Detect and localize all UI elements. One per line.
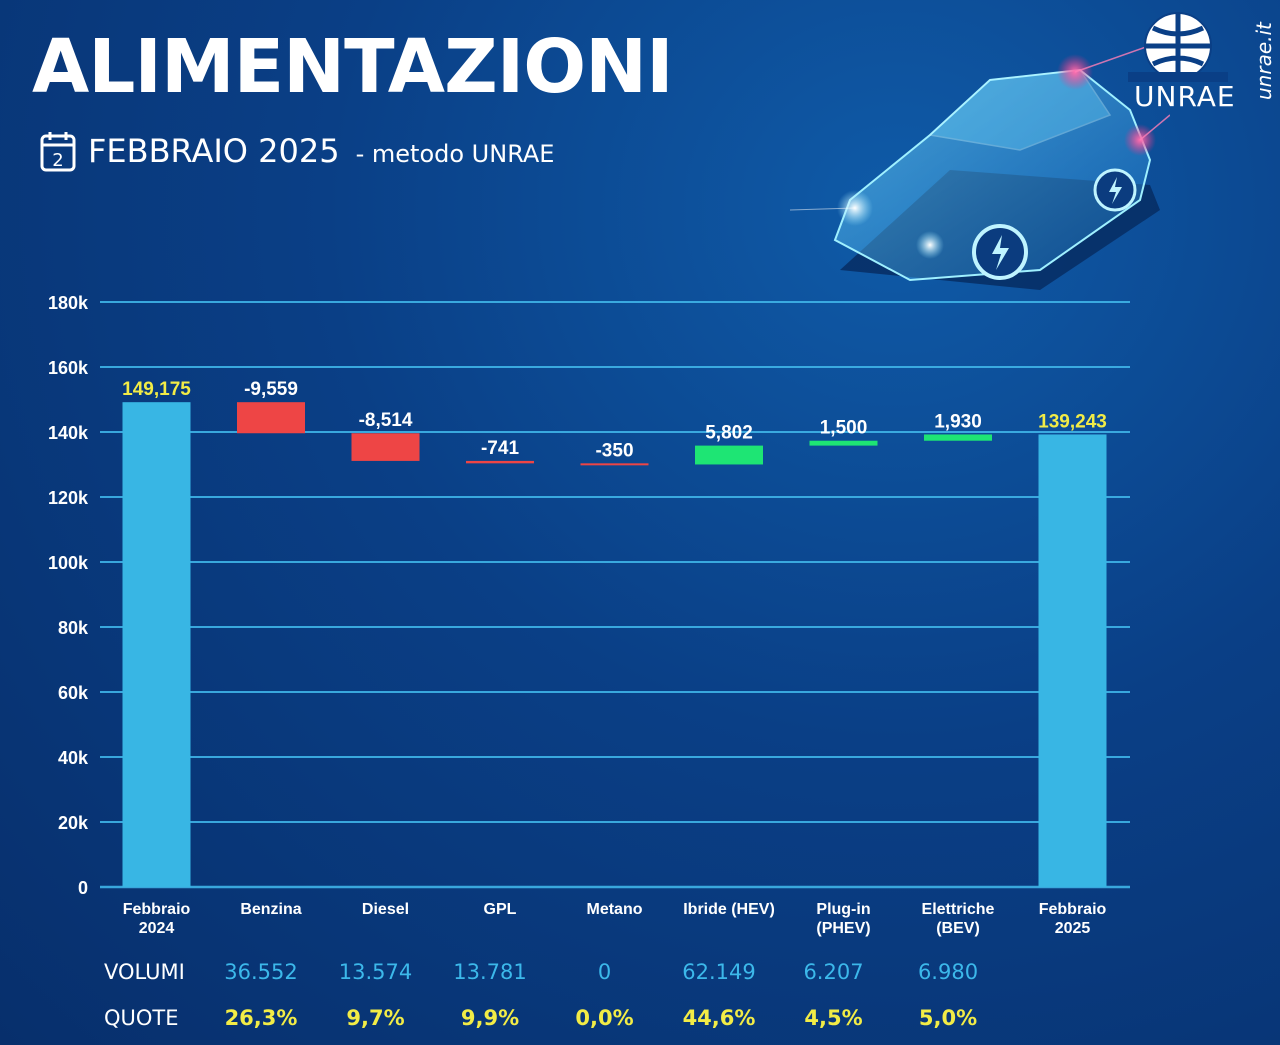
share-value: 44,6% xyxy=(682,1006,756,1030)
page-title: ALIMENTAZIONI xyxy=(32,24,674,110)
y-tick-label: 80k xyxy=(58,618,89,638)
share-value: 5,0% xyxy=(918,1006,978,1030)
x-tick-label: Metano xyxy=(587,901,643,918)
bar xyxy=(580,463,649,466)
y-tick-label: 160k xyxy=(48,358,89,378)
x-tick-label: (BEV) xyxy=(936,920,980,937)
x-tick-label: 2025 xyxy=(1055,920,1091,937)
data-label: 139,243 xyxy=(1038,411,1107,432)
volumi-row-label: VOLUMI xyxy=(104,960,185,984)
y-tick-label: 0 xyxy=(78,878,88,898)
bar xyxy=(809,440,878,446)
x-tick-label: Febbraio xyxy=(123,901,191,918)
volume-value: 13.574 xyxy=(338,960,413,984)
bar xyxy=(466,460,534,464)
x-tick-label: Benzina xyxy=(240,901,301,918)
x-tick-label: Elettriche xyxy=(922,901,995,918)
y-tick-label: 60k xyxy=(58,683,89,703)
x-tick-label: (PHEV) xyxy=(816,920,870,937)
volume-value: 13.781 xyxy=(453,960,527,984)
x-tick-label: Febbraio xyxy=(1039,901,1107,918)
volume-value: 36.552 xyxy=(224,960,298,984)
data-label: -741 xyxy=(481,438,519,459)
volume-value: 6.207 xyxy=(803,960,864,984)
share-value: 9,9% xyxy=(460,1006,520,1030)
logo-text: UNRAE xyxy=(1134,80,1236,113)
data-label: 149,175 xyxy=(122,379,191,400)
quote-row-label: QUOTE xyxy=(104,1006,179,1030)
data-label: -350 xyxy=(595,440,633,461)
y-tick-label: 40k xyxy=(58,748,89,768)
data-label: 1,500 xyxy=(820,418,868,439)
x-tick-label: 2024 xyxy=(139,920,175,937)
bar xyxy=(237,402,305,434)
share-value: 9,7% xyxy=(346,1006,405,1030)
y-tick-label: 120k xyxy=(48,488,89,508)
bar xyxy=(351,433,420,461)
unrae-logo-icon xyxy=(1128,12,1228,82)
subtitle-period: FEBBRAIO 2025 xyxy=(88,132,340,170)
x-tick-label: GPL xyxy=(484,901,517,918)
subtitle-method: - metodo UNRAE xyxy=(355,140,555,168)
calendar-number: 2 xyxy=(52,150,63,171)
data-label: 1,930 xyxy=(934,411,982,432)
volume-value: 62.149 xyxy=(682,960,756,984)
data-label: -9,559 xyxy=(244,379,298,400)
data-label: 5,802 xyxy=(705,423,753,444)
bar xyxy=(122,402,191,887)
y-tick-label: 140k xyxy=(48,423,89,443)
y-tick-label: 180k xyxy=(48,293,89,313)
subtitle: 2 FEBBRAIO 2025 - metodo UNRAE xyxy=(40,130,554,172)
x-tick-label: Diesel xyxy=(362,901,409,918)
data-label: -8,514 xyxy=(359,410,413,431)
share-value: 26,3% xyxy=(224,1006,298,1030)
calendar-icon: 2 xyxy=(40,132,76,172)
electric-car-illustration xyxy=(790,41,1170,290)
x-tick-label: Plug-in xyxy=(816,901,870,918)
x-tick-label: Ibride (HEV) xyxy=(683,901,775,918)
bar xyxy=(924,434,992,441)
share-value: 0,0% xyxy=(575,1006,634,1030)
y-tick-label: 100k xyxy=(48,553,89,573)
volume-value: 0 xyxy=(597,960,612,984)
share-value: 4,5% xyxy=(804,1006,863,1030)
bar xyxy=(695,445,763,465)
bar xyxy=(1038,434,1107,887)
volume-value: 6.980 xyxy=(917,960,979,984)
y-tick-label: 20k xyxy=(58,813,89,833)
